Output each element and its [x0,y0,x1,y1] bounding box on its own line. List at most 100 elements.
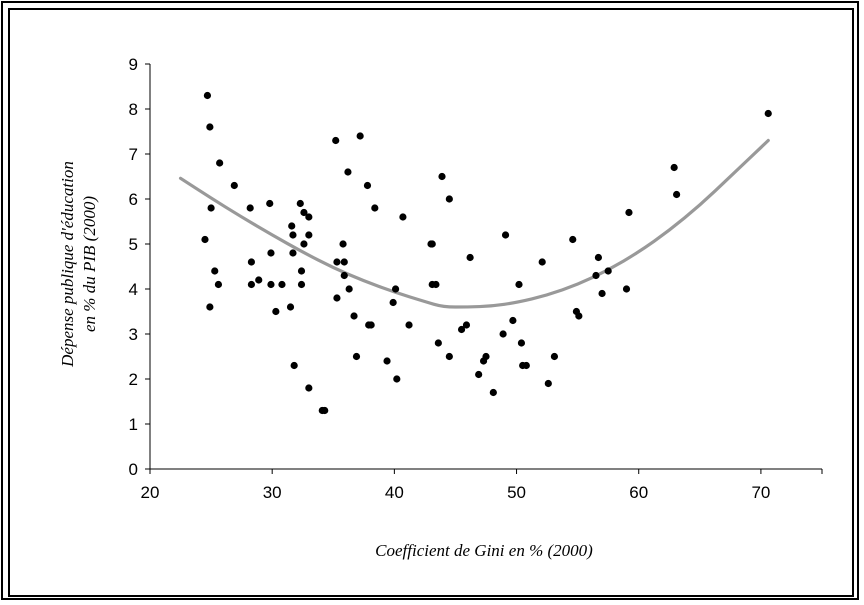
data-point [305,384,313,392]
data-point [286,303,295,311]
data-point [466,253,474,262]
data-point [499,330,507,338]
data-point [290,361,298,370]
data-point [321,406,329,415]
data-point [247,258,256,266]
x-tick-label: 40 [385,483,404,502]
data-point [266,199,274,208]
x-tick-label: 60 [629,483,648,502]
data-point [501,231,510,239]
y-tick-label: 6 [129,190,138,209]
y-tick-label: 8 [129,100,138,119]
data-point [352,352,361,361]
x-tick-label: 70 [751,483,770,502]
data-point [363,181,372,190]
x-tick-label: 50 [507,483,526,502]
data-point [594,253,603,262]
data-point [300,208,308,217]
data-point [438,172,446,181]
data-point [300,240,308,248]
trendline [178,138,770,309]
data-point [206,303,214,311]
data-point [383,357,391,365]
y-tick-label: 9 [129,55,138,74]
data-point [344,168,352,176]
data-point [305,231,313,239]
y-tick-label: 4 [129,280,138,299]
data-point [445,352,453,361]
data-point [267,249,275,257]
data-point [297,267,306,275]
data-point [569,235,577,244]
data-point [201,235,209,244]
data-point [267,280,275,289]
data-point [345,285,353,293]
data-point [333,294,341,302]
data-point [550,352,559,361]
y-tick-label: 5 [129,235,138,254]
data-point [367,321,375,329]
data-point [305,213,313,221]
chart-axes: 0 1 2 3 4 5 6 7 8 9 20 30 40 50 60 70 [129,55,823,502]
data-point [206,123,214,131]
data-point [332,136,340,145]
data-points [201,91,772,415]
data-point [255,276,263,284]
data-point [399,213,407,221]
data-point [764,109,772,118]
data-point [289,249,297,257]
y-axis-title-line-2: en % du PIB (2000) [80,196,99,332]
data-point [434,339,442,347]
trendline-group [178,138,770,309]
data-point [522,361,530,370]
data-point [604,267,612,275]
data-point [445,195,453,203]
data-point [297,280,306,289]
x-tick-label: 30 [263,483,282,502]
data-point [207,204,215,212]
data-point [272,307,280,316]
data-point [482,352,490,361]
x-tick-label: 20 [141,483,160,502]
data-point [489,388,497,397]
data-point [356,132,364,140]
data-point [622,285,631,293]
data-point [670,163,678,172]
data-point [278,280,286,289]
data-point [625,208,633,217]
data-point [389,298,397,307]
y-tick-label: 3 [129,325,138,344]
data-point [457,325,466,334]
data-point [247,280,256,289]
data-point [203,91,212,100]
data-point [432,280,440,289]
data-point [340,258,348,266]
y-axis-title-line-1: Dépense publique d'éducation [58,161,77,368]
data-point [673,190,681,199]
data-point [230,181,238,190]
data-point [393,375,401,383]
data-point [214,280,223,289]
x-axis-title: Coefficient de Gini en % (2000) [375,541,593,560]
data-point [544,379,552,388]
data-point [339,240,347,248]
y-tick-label: 2 [129,370,138,389]
data-point [350,312,358,320]
data-point [288,222,296,230]
data-point [289,231,297,239]
y-tick-label: 7 [129,145,138,164]
data-point [211,267,219,275]
data-point [428,240,436,248]
data-point [246,204,254,212]
data-point [515,280,523,289]
data-point [340,271,348,280]
data-point [517,339,526,347]
y-tick-label: 1 [129,415,138,434]
data-point [598,289,606,298]
chart-inner-border [8,8,854,597]
data-point [371,204,379,212]
data-point [216,159,224,167]
data-point [475,370,483,379]
